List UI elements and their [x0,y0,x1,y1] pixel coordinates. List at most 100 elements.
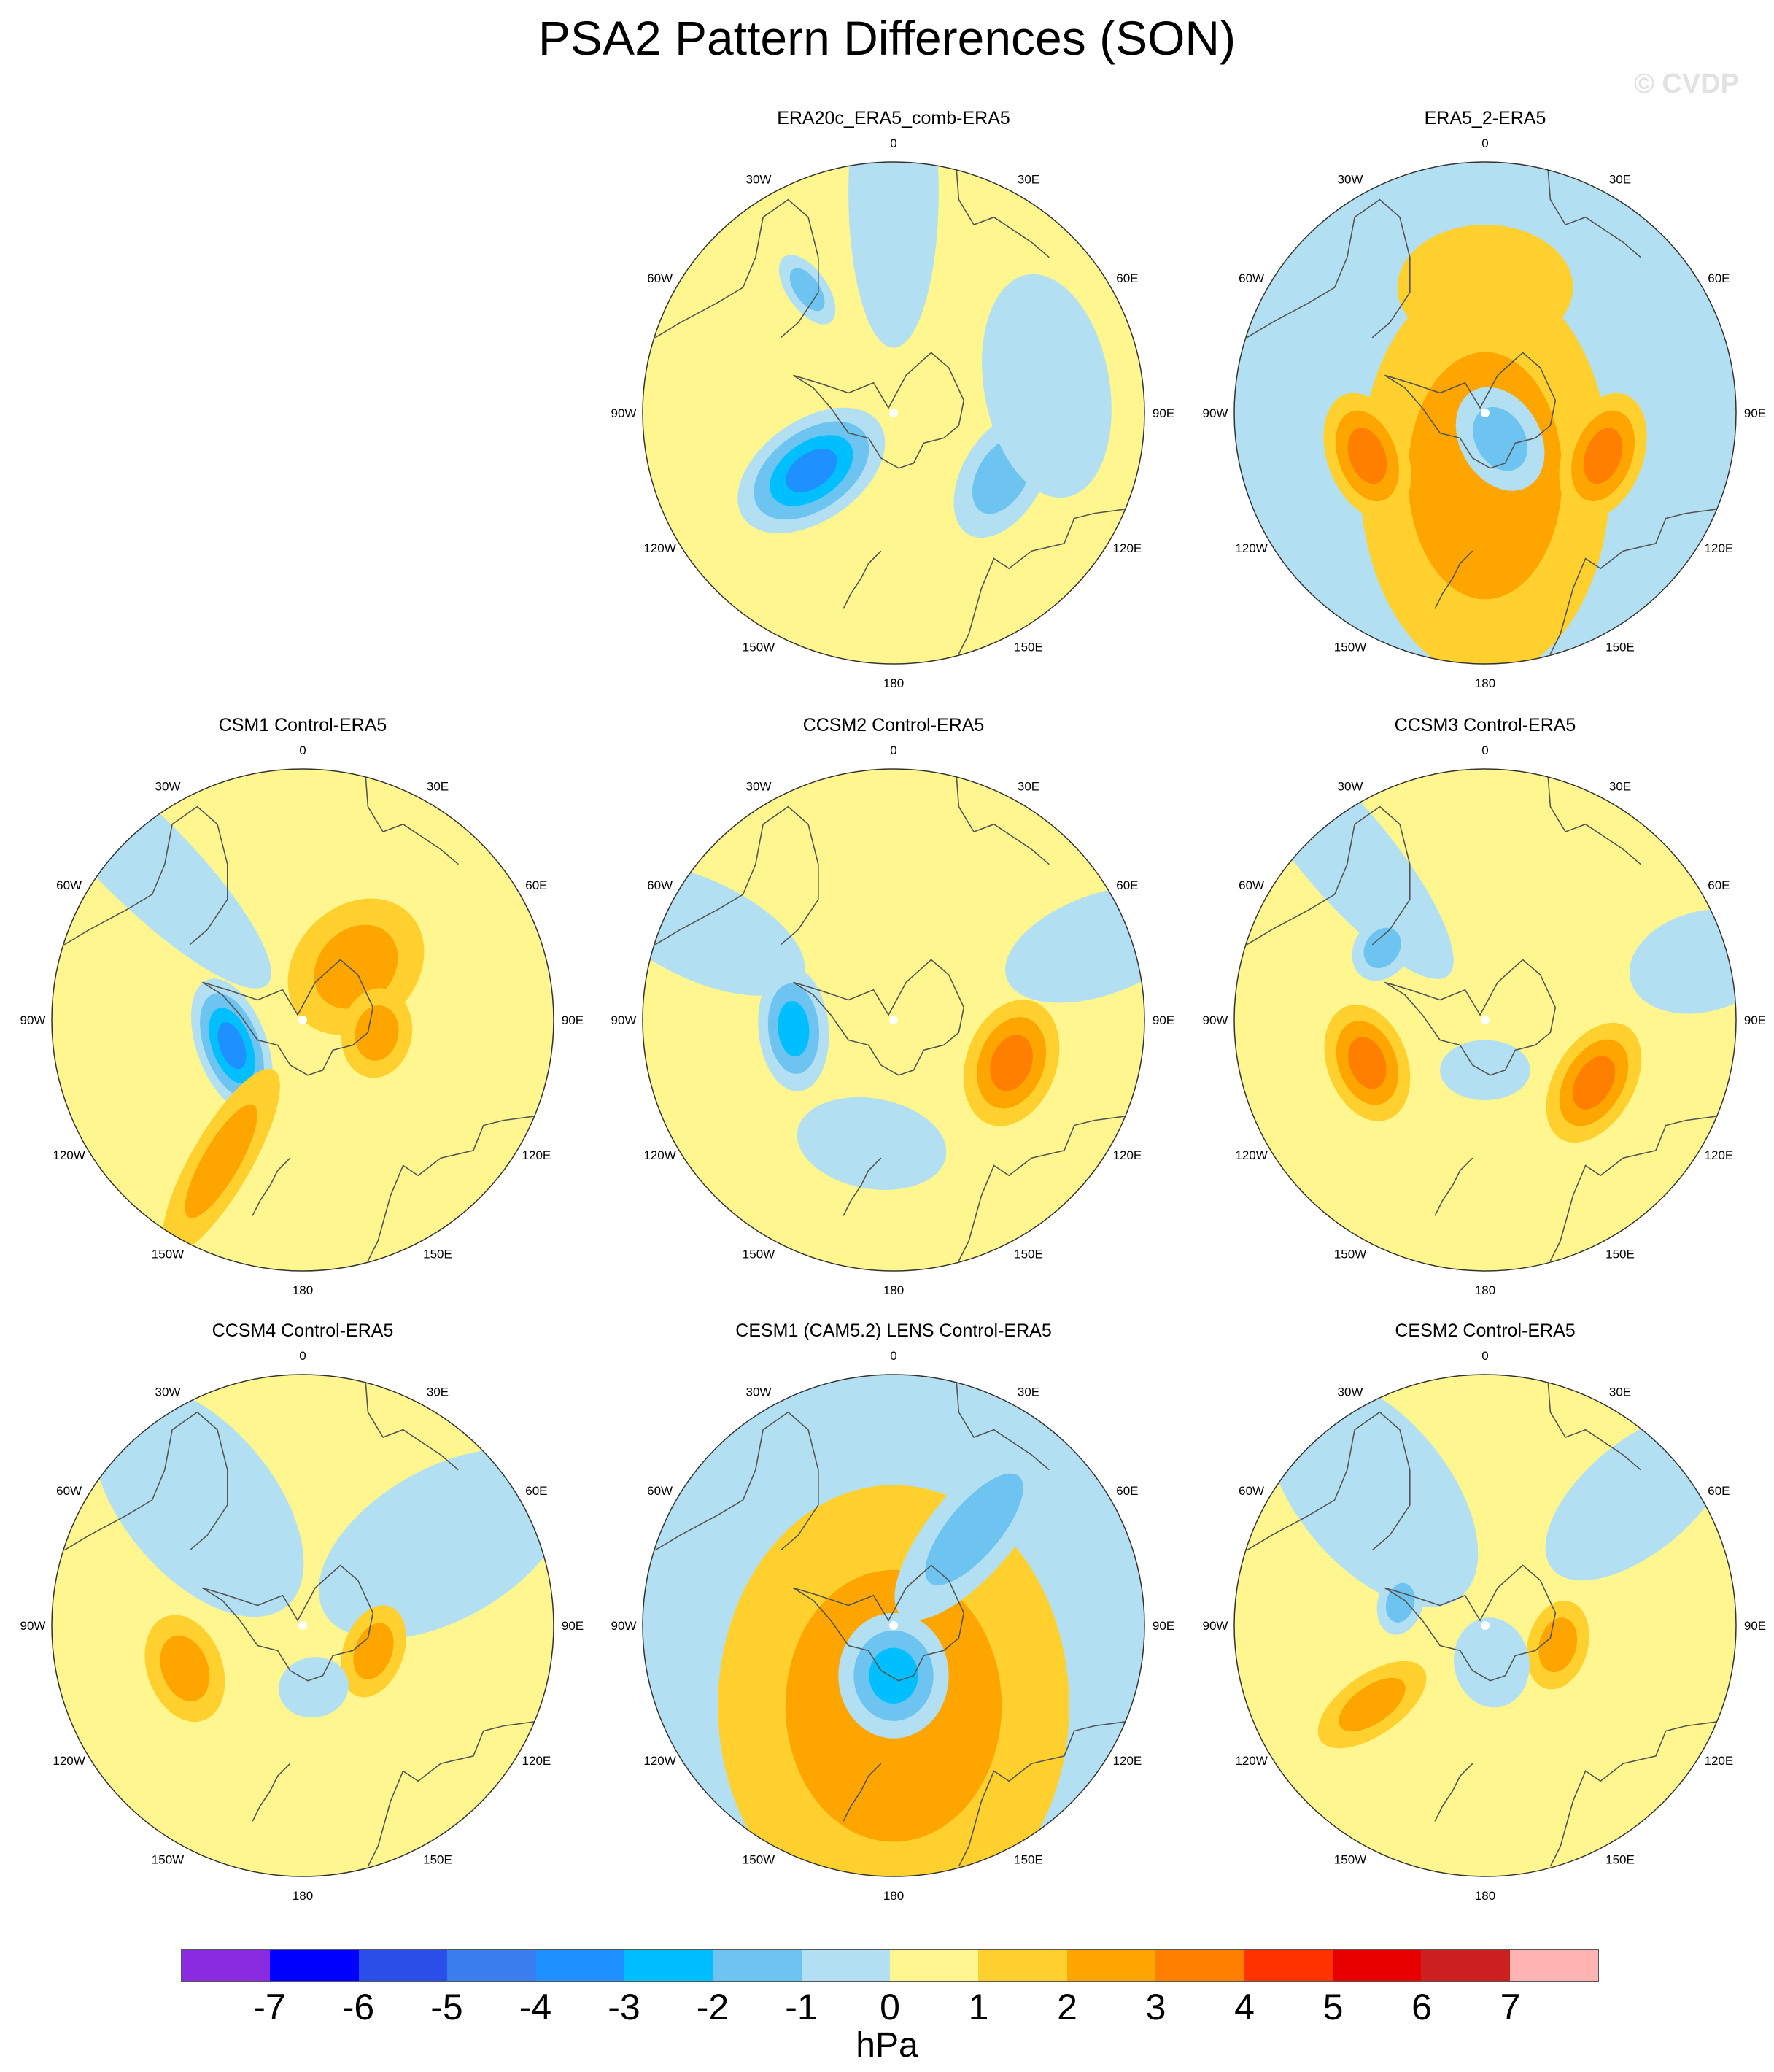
panel-title-7: CESM2 Control-ERA5 [1395,1321,1576,1341]
longitude-label: 90W [1203,1013,1228,1027]
longitude-label: 0 [890,136,896,150]
coastline [1384,959,1557,1076]
longitude-label: 90E [562,1619,584,1633]
longitude-label: 150E [423,1247,452,1261]
coastline [201,959,374,1076]
longitude-label: 0 [1481,136,1488,150]
map-outline [1233,161,1737,665]
longitude-label: 30W [746,1385,772,1399]
longitude-label: 150E [423,1852,452,1866]
anomaly-contour [1454,1617,1530,1708]
map-outline [1233,1374,1737,1877]
colorbar-box [890,1950,979,1981]
longitude-label: 120E [1113,541,1142,555]
anomaly-contour [1583,428,1623,484]
longitude-label: 180 [1475,1283,1495,1297]
longitude-label: 150E [1014,1247,1043,1261]
anomaly-contour [848,162,939,348]
map-outline [51,768,554,1272]
map-panel-4: 0 30E 60E 90E 120E 150E 180 150W 120W 90W 60W 30W [1203,743,1767,1297]
longitude-label: 60E [1116,1484,1138,1498]
coastline [1246,805,1411,946]
panel-title-6: CESM1 (CAM5.2) LENS Control-ERA5 [735,1321,1052,1341]
map-panel-3: 0 30E 60E 90E 120E 150E 180 150W 120W 90W 60W 30W [611,743,1175,1297]
coastline [843,1157,882,1216]
coastline [365,1379,459,1471]
coastline [958,1720,1132,1867]
colorbar-tick-label: 4 [1234,1987,1255,2027]
colorbar-box [1421,1950,1510,1981]
coastline [1434,550,1473,609]
anomaly-contour [990,1035,1033,1091]
longitude-label: 30E [1018,780,1039,794]
colorbar-box [624,1950,713,1981]
colorbar [181,1949,1599,1982]
longitude-label: 150E [1014,1852,1043,1866]
coastline [843,1763,882,1822]
anomaly-contour [1572,1056,1616,1110]
colorbar-box [358,1950,448,1981]
anomaly-contour [1005,886,1144,1003]
anomaly-contour [185,1104,257,1218]
longitude-label: 60E [525,878,547,892]
longitude-label: 90E [1153,406,1174,420]
longitude-label: 180 [293,1283,313,1297]
panel-title-2: CSM1 Control-ERA5 [218,715,387,735]
watermark: © CVDP [1633,69,1739,99]
coastline [956,773,1050,865]
longitude-label: 90E [562,1013,584,1027]
figure-title: PSA2 Pattern Differences (SON) [538,11,1236,65]
longitude-label: 120E [1113,1754,1142,1768]
anomaly-contour [355,1005,399,1061]
coastline [367,1720,541,1867]
coastline [1434,1763,1473,1822]
longitude-label: 60W [56,878,82,892]
coastline [792,352,965,469]
coastline [958,507,1132,654]
longitude-label: 30W [155,1385,181,1399]
colorbar-box [270,1950,359,1981]
longitude-label: 30W [1338,780,1363,794]
map-panels: 0 30E 60E 90E 120E 150E 180 150W 120W 90W 60W 30W 0 3… [20,136,1767,1903]
coastline [1384,352,1557,469]
coastline [843,550,882,609]
longitude-label: 180 [293,1889,313,1903]
map-panel-5: 0 30E 60E 90E 120E 150E 180 150W 120W 90W 60W 30W [20,1349,584,1903]
map-panel-1: 0 30E 60E 90E 120E 150E 180 150W 120W 90W 60W 30W [1203,136,1767,690]
colorbar-tick-label: -6 [341,1987,375,2027]
coastline [1434,1157,1473,1216]
longitude-label: 30E [1609,1385,1631,1399]
coastline [1549,507,1724,654]
longitude-label: 60W [647,878,673,892]
longitude-label: 60E [1116,271,1138,285]
longitude-label: 30E [427,780,449,794]
colorbar-tick-label: -1 [785,1987,818,2027]
longitude-label: 90W [611,406,637,420]
longitude-label: 120W [53,1148,85,1162]
colorbar-tick-label: 2 [1057,1987,1077,2027]
longitude-label: 30W [746,780,772,794]
anomaly-contour [1397,225,1573,350]
longitude-label: 60E [1708,271,1730,285]
coastline [1547,166,1641,258]
longitude-label: 150W [152,1852,184,1866]
coastline [956,1379,1050,1471]
colorbar-box [978,1950,1067,1981]
longitude-label: 120W [1235,1148,1267,1162]
anomaly-contour [1339,1677,1406,1732]
coastline [792,959,965,1076]
longitude-label: 60E [1116,878,1138,892]
longitude-label: 60W [56,1484,82,1498]
longitude-label: 150E [1605,1852,1635,1866]
longitude-label: 180 [883,1889,904,1903]
colorbar-box [1155,1950,1244,1981]
colorbar-tick-label: -3 [608,1987,640,2027]
colorbar-tick-label: 3 [1145,1987,1166,2027]
map-outline [51,1374,554,1877]
longitude-label: 0 [299,743,306,757]
longitude-label: 120E [1705,541,1734,555]
anomaly-contour [925,1473,1023,1585]
longitude-label: 120E [522,1148,551,1162]
longitude-label: 150W [743,640,775,654]
longitude-label: 150E [1014,640,1043,654]
